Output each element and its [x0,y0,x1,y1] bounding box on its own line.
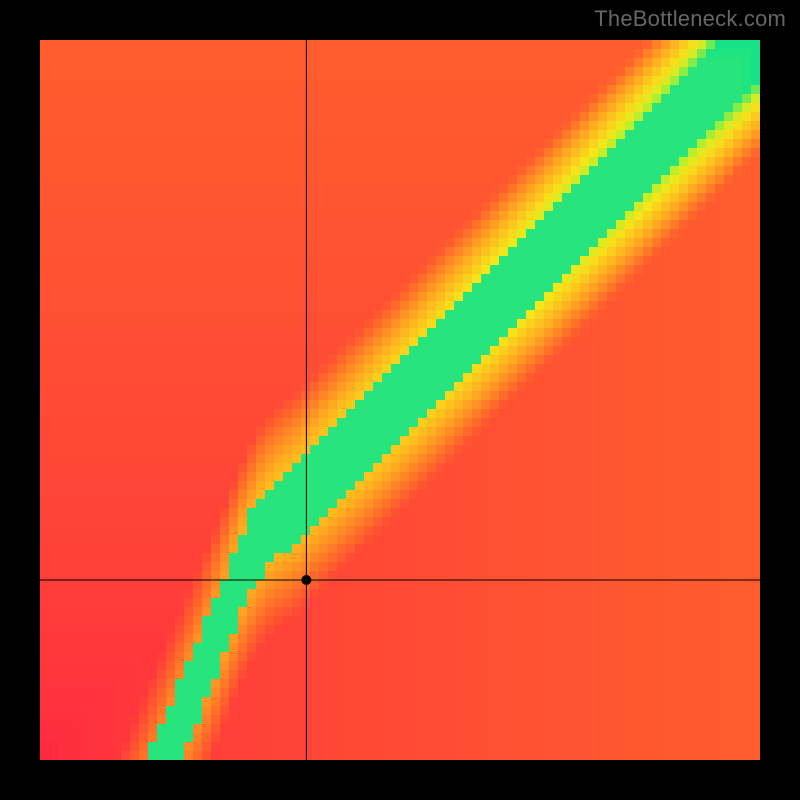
watermark-text: TheBottleneck.com [594,6,786,32]
bottleneck-heatmap [40,40,760,760]
chart-container: TheBottleneck.com [0,0,800,800]
